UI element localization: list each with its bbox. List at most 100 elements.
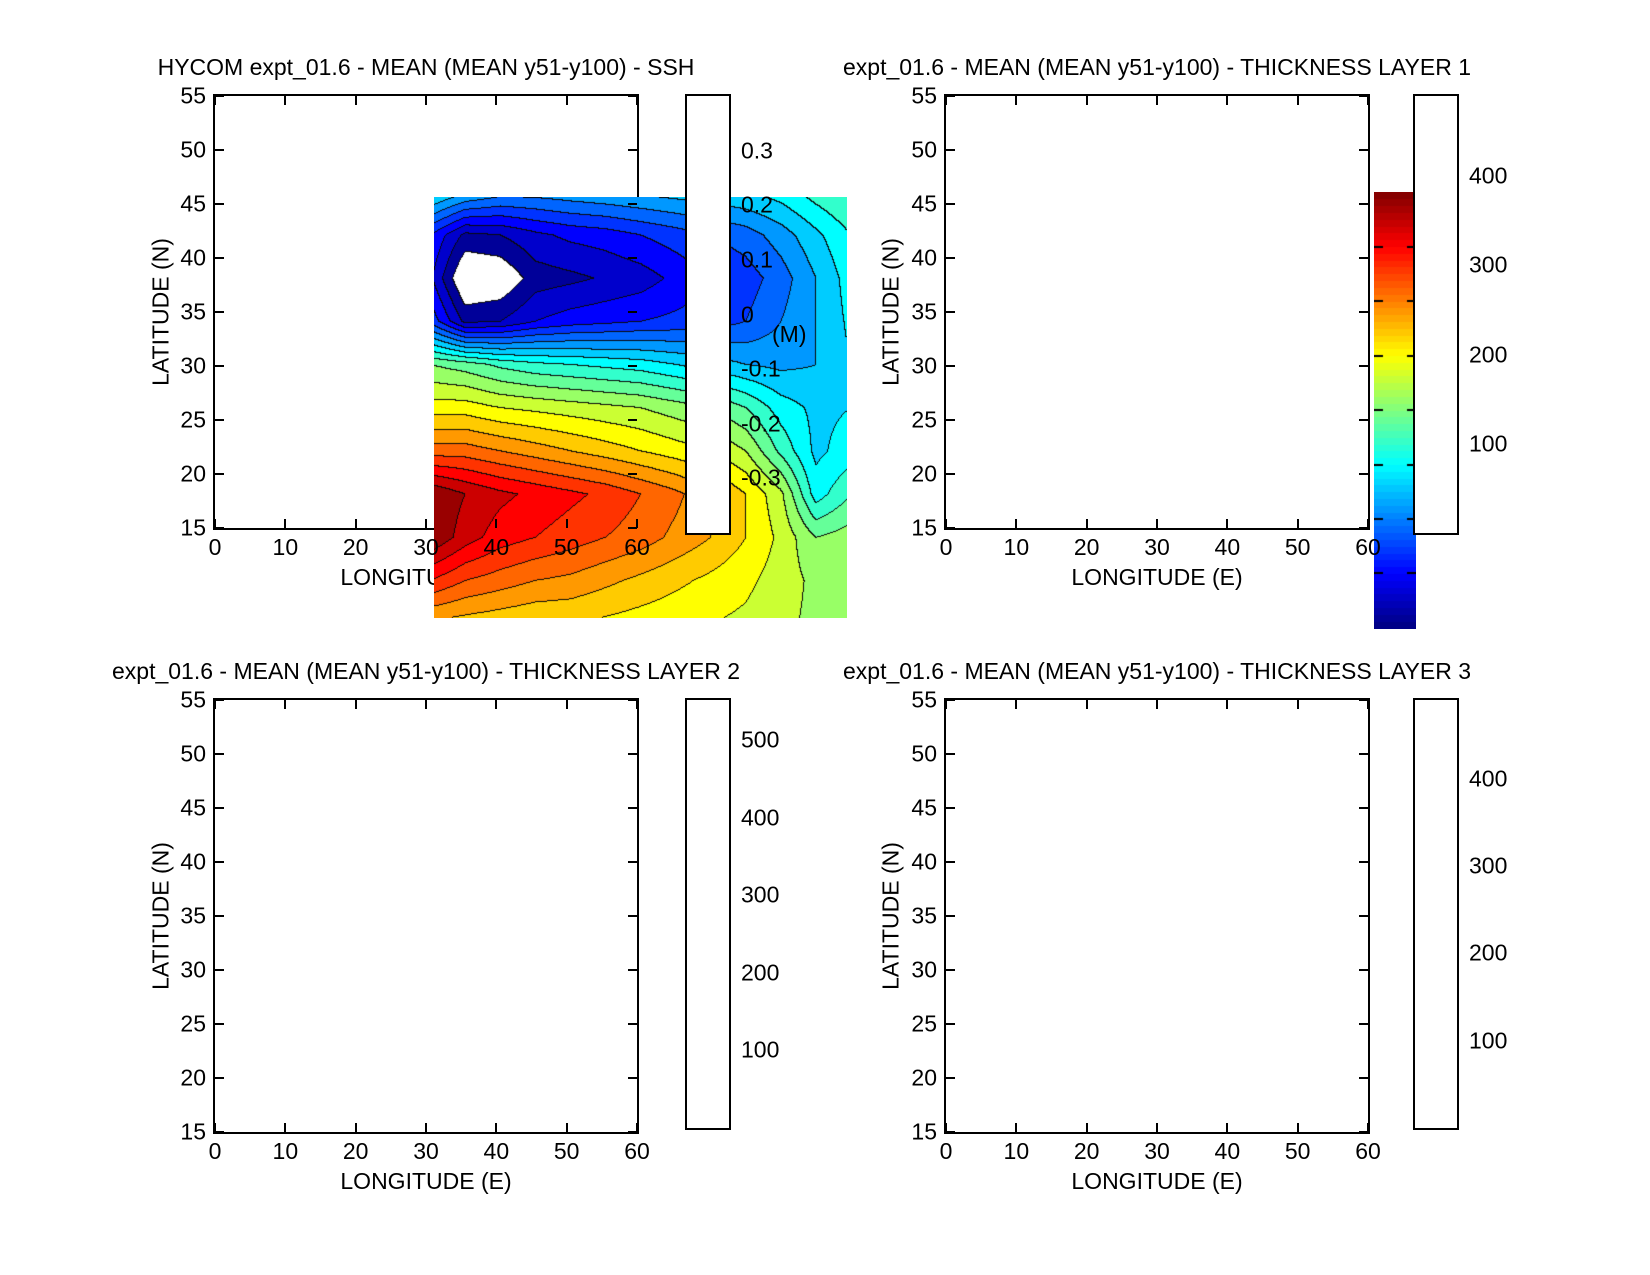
x-tick-label: 20 — [342, 1138, 369, 1164]
axis-tick-mark — [946, 311, 955, 313]
axis-tick-mark — [946, 365, 955, 367]
axis-tick-mark — [1156, 700, 1158, 709]
axis-tick-mark — [565, 1123, 568, 1132]
axis-tick-mark — [495, 1123, 498, 1132]
axis-tick-mark — [1359, 1131, 1368, 1133]
y-tick-label: 25 — [911, 406, 937, 433]
axis-tick-mark — [628, 861, 637, 863]
y-tick-label: 40 — [180, 848, 206, 875]
axis-tick-mark — [946, 203, 955, 205]
x-tick-label: 0 — [208, 534, 222, 560]
axis-tick-mark — [214, 1123, 216, 1132]
y-tick-label: 20 — [911, 1064, 937, 1091]
y-tick-label: 50 — [180, 740, 206, 767]
axis-tick-mark — [215, 149, 224, 151]
x-axis-label: LONGITUDE (E) — [1071, 1168, 1243, 1194]
colorbar-tick-label: 0.1 — [741, 246, 773, 273]
x-tick-label: 50 — [1284, 1138, 1311, 1164]
y-tick-label: 45 — [180, 794, 206, 821]
axis-tick-mark — [425, 96, 427, 105]
axis-tick-mark — [215, 969, 224, 971]
axis-tick-mark — [1359, 969, 1368, 971]
x-tick-label: 0 — [208, 1138, 222, 1164]
axis-tick-mark — [1359, 699, 1368, 701]
axis-tick-mark — [636, 700, 638, 709]
axes-frame — [213, 94, 847, 618]
y-tick-label: 20 — [180, 1064, 206, 1091]
axis-tick-mark — [628, 807, 637, 809]
axis-tick-mark — [628, 1023, 637, 1025]
x-tick-label: 10 — [1003, 534, 1030, 560]
x-tick-label: 30 — [1144, 1138, 1170, 1164]
y-tick-label: 35 — [180, 902, 206, 929]
axis-tick-mark — [215, 753, 224, 755]
colorbar-frame — [685, 94, 1416, 629]
x-tick-label: 50 — [1284, 534, 1311, 560]
axis-tick-mark — [1226, 96, 1229, 105]
x-tick-label: 50 — [553, 534, 580, 560]
axis-tick-mark — [945, 96, 947, 105]
axis-tick-mark — [628, 1131, 637, 1133]
axis-tick-mark — [1085, 519, 1088, 528]
x-tick-label: 40 — [1214, 534, 1241, 560]
x-tick-label: 40 — [483, 534, 510, 560]
axis-tick-mark — [1226, 700, 1229, 709]
axis-tick-mark — [946, 473, 955, 475]
axis-tick-mark — [1359, 149, 1368, 151]
axis-tick-mark — [628, 473, 637, 475]
y-tick-label: 20 — [180, 460, 206, 487]
axis-tick-mark — [284, 1123, 287, 1132]
axis-tick-mark — [1156, 96, 1158, 105]
axis-tick-mark — [946, 699, 955, 701]
axis-tick-mark — [1015, 519, 1018, 528]
y-tick-label: 30 — [911, 352, 937, 379]
axis-tick-mark — [1015, 96, 1018, 105]
axis-tick-mark — [215, 203, 224, 205]
axis-tick-mark — [495, 519, 498, 528]
x-tick-label: 40 — [483, 1138, 510, 1164]
axis-tick-mark — [1359, 527, 1368, 529]
axis-tick-mark — [214, 700, 216, 709]
axis-tick-mark — [1359, 861, 1368, 863]
axis-tick-mark — [628, 699, 637, 701]
axes-frame — [213, 698, 639, 1134]
colorbar-tick-label: 500 — [741, 726, 780, 753]
axis-tick-mark — [628, 419, 637, 421]
axis-tick-mark — [215, 1131, 224, 1133]
plot-title: expt_01.6 - MEAN (MEAN y51-y100) - THICK… — [842, 54, 1472, 80]
y-tick-label: 55 — [180, 686, 206, 713]
colorbar-frame — [685, 698, 731, 1130]
x-tick-label: 10 — [272, 1138, 299, 1164]
y-tick-label: 40 — [911, 848, 937, 875]
axis-tick-mark — [1359, 95, 1368, 97]
x-axis-label: LONGITUDE (E) — [340, 1168, 512, 1194]
axis-tick-mark — [1296, 96, 1299, 105]
axis-tick-mark — [1359, 915, 1368, 917]
axis-tick-mark — [628, 753, 637, 755]
y-axis-label: LATITUDE (N) — [877, 238, 904, 386]
x-tick-label: 60 — [1355, 534, 1381, 560]
axis-tick-mark — [636, 1123, 638, 1132]
colorbar-tick-label: 200 — [1469, 939, 1508, 966]
y-tick-label: 35 — [911, 902, 937, 929]
x-tick-label: 0 — [939, 1138, 953, 1164]
x-tick-label: 10 — [272, 534, 299, 560]
plot-title: expt_01.6 - MEAN (MEAN y51-y100) - THICK… — [842, 658, 1472, 684]
colorbar-tick-label: 100 — [1469, 1027, 1508, 1054]
axis-tick-mark — [215, 807, 224, 809]
axis-tick-mark — [628, 969, 637, 971]
axis-tick-mark — [628, 1077, 637, 1079]
colorbar-tick-label: 100 — [741, 1036, 780, 1063]
axis-tick-mark — [1085, 96, 1088, 105]
y-tick-label: 25 — [180, 1010, 206, 1037]
axis-tick-mark — [1359, 1023, 1368, 1025]
axis-tick-mark — [1359, 753, 1368, 755]
axis-tick-mark — [946, 149, 955, 151]
x-tick-label: 20 — [1073, 1138, 1100, 1164]
y-tick-label: 55 — [180, 82, 206, 109]
axis-tick-mark — [628, 915, 637, 917]
x-tick-label: 30 — [413, 1138, 439, 1164]
x-tick-label: 60 — [624, 1138, 650, 1164]
contour-field — [434, 197, 847, 618]
axis-tick-mark — [1359, 807, 1368, 809]
